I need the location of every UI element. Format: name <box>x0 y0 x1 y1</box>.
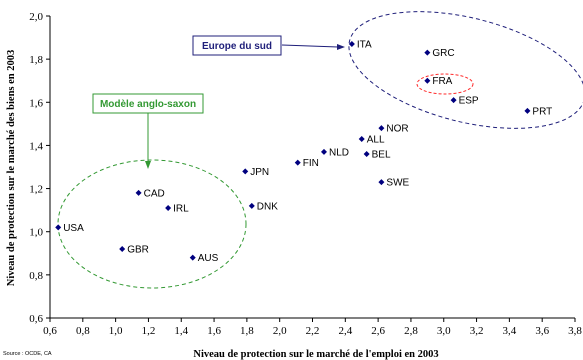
europe-du-sud-arrowhead <box>337 44 345 50</box>
europe-du-sud-label: Europe du sud <box>202 41 272 52</box>
point-cad <box>135 189 142 196</box>
point-all <box>358 135 365 142</box>
point-label-fin: FIN <box>303 158 319 169</box>
point-swe <box>378 179 385 186</box>
x-tick-label: 1,0 <box>109 325 123 337</box>
x-tick-label: 2,0 <box>273 325 287 337</box>
point-ita <box>348 41 355 48</box>
point-grc <box>424 49 431 56</box>
point-label-swe: SWE <box>386 178 409 189</box>
y-tick-label: 1,6 <box>29 97 43 109</box>
point-label-dnk: DNK <box>257 201 278 212</box>
point-label-esp: ESP <box>459 96 479 107</box>
france-highlight-ellipse <box>416 73 474 95</box>
anglo-saxon-label: Modèle anglo-saxon <box>100 99 196 110</box>
point-bel <box>363 151 370 158</box>
x-tick-label: 3,4 <box>503 325 517 337</box>
point-aus <box>189 254 196 261</box>
x-tick-label: 2,8 <box>404 325 418 337</box>
point-nor <box>378 125 385 132</box>
point-label-nor: NOR <box>386 124 408 135</box>
y-tick-labels: 0,6 0,8 1,0 1,2 1,4 1,6 1,8 2,0 <box>29 11 50 325</box>
x-axis-title: Niveau de protection sur le marché de l'… <box>193 349 438 360</box>
point-label-ita: ITA <box>357 40 372 51</box>
y-tick-label: 0,8 <box>29 270 43 282</box>
y-tick-label: 2,0 <box>29 11 43 23</box>
x-tick-labels: 0,6 0,8 1,0 1,2 1,4 1,6 1,8 2,0 2,2 2,4 2,6 2,8 3,0 3… <box>43 318 582 337</box>
x-tick-label: 2,4 <box>338 325 352 337</box>
point-usa <box>55 224 62 231</box>
point-dnk <box>248 202 255 209</box>
x-tick-label: 2,2 <box>306 325 320 337</box>
point-gbr <box>119 245 126 252</box>
x-tick-label: 0,8 <box>76 325 90 337</box>
point-prt <box>524 107 531 114</box>
x-tick-label: 2,6 <box>371 325 385 337</box>
europe-du-sud-ellipse <box>348 11 583 129</box>
point-label-fra: FRA <box>432 76 452 87</box>
x-tick-label: 0,6 <box>43 325 57 337</box>
point-label-nld: NLD <box>329 147 349 158</box>
point-label-aus: AUS <box>198 253 219 264</box>
point-jpn <box>242 168 249 175</box>
x-tick-label: 3,0 <box>437 325 451 337</box>
x-tick-label: 3,8 <box>568 325 582 337</box>
anglo-saxon-arrowhead <box>145 161 151 169</box>
x-tick-label: 3,6 <box>535 325 549 337</box>
data-points <box>55 41 531 261</box>
x-tick-label: 1,6 <box>207 325 221 337</box>
y-tick-label: 1,4 <box>29 140 43 152</box>
point-label-irl: IRL <box>173 203 189 214</box>
point-irl <box>165 204 172 211</box>
y-axis-title: Niveau de protection sur le marché des b… <box>6 50 17 287</box>
point-label-bel: BEL <box>372 150 391 161</box>
anglo-saxon-ellipse <box>57 159 247 289</box>
point-nld <box>320 148 327 155</box>
y-tick-label: 0,6 <box>29 313 43 325</box>
y-tick-label: 1,2 <box>29 184 43 196</box>
point-esp <box>450 97 457 104</box>
point-label-gbr: GBR <box>127 244 149 255</box>
x-tick-label: 1,8 <box>240 325 254 337</box>
source-note: Source : OCDE, CA <box>3 351 52 357</box>
point-fra <box>424 77 431 84</box>
point-label-cad: CAD <box>144 188 165 199</box>
x-tick-label: 1,4 <box>174 325 188 337</box>
x-tick-label: 1,2 <box>142 325 156 337</box>
y-tick-label: 1,0 <box>29 227 43 239</box>
europe-du-sud-box <box>192 35 282 56</box>
point-label-usa: USA <box>63 223 84 234</box>
point-fin <box>294 159 301 166</box>
point-label-prt: PRT <box>532 106 552 117</box>
europe-du-sud-arrow <box>281 44 339 48</box>
point-label-all: ALL <box>367 134 385 145</box>
point-label-jpn: JPN <box>250 167 269 178</box>
y-tick-label: 1,8 <box>29 54 43 66</box>
point-label-grc: GRC <box>432 48 454 59</box>
x-tick-label: 3,2 <box>470 325 484 337</box>
